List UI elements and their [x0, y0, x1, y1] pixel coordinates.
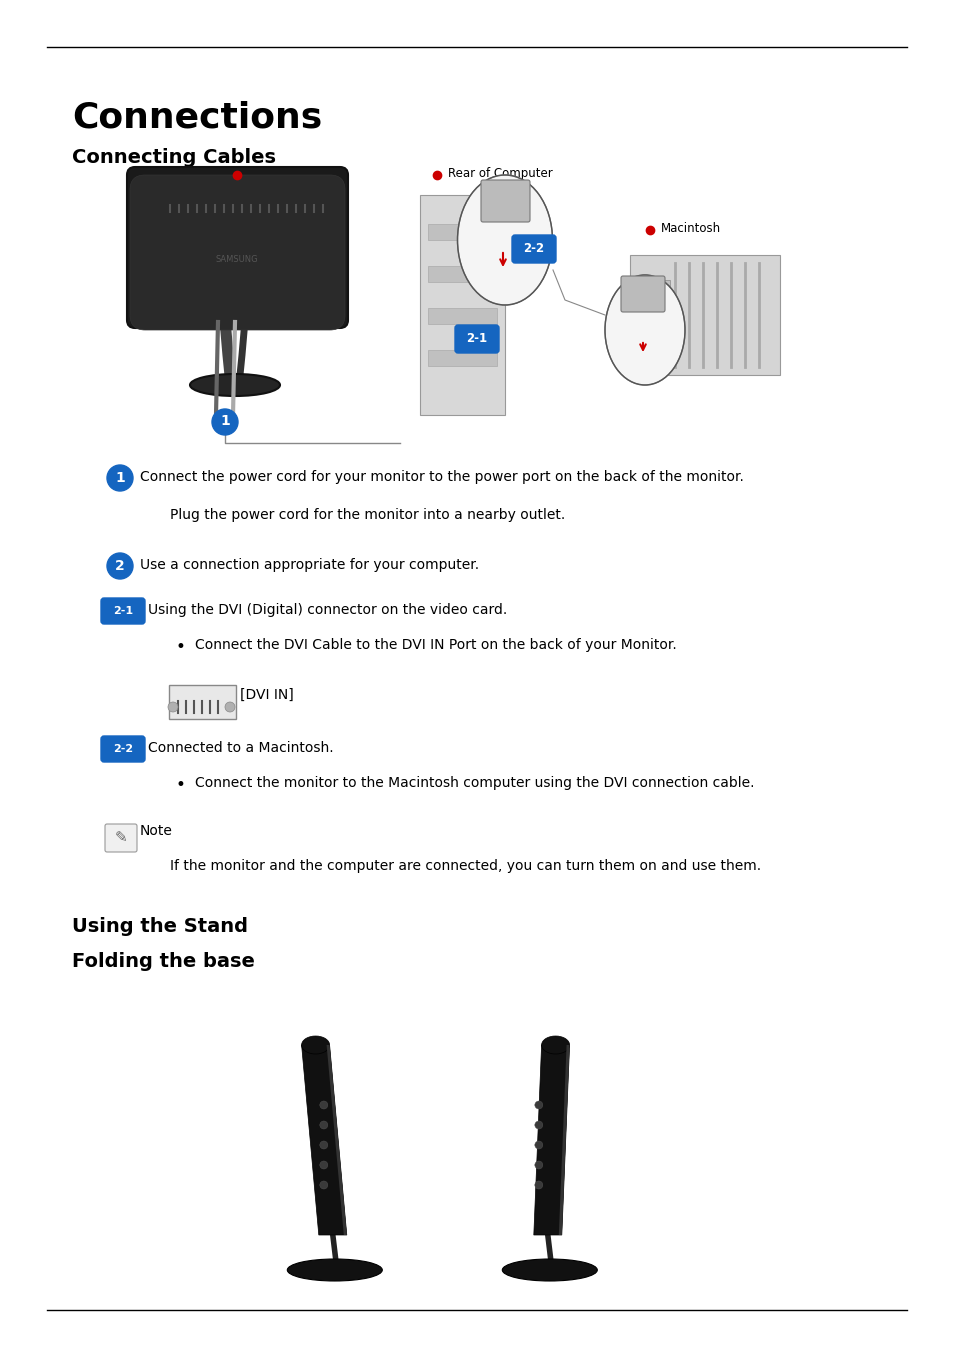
- FancyBboxPatch shape: [620, 275, 664, 312]
- Text: 2-1: 2-1: [466, 332, 487, 346]
- Circle shape: [535, 1141, 542, 1149]
- Text: 2: 2: [115, 559, 125, 572]
- Circle shape: [319, 1102, 328, 1108]
- Text: ✎: ✎: [114, 830, 128, 845]
- Text: If the monitor and the computer are connected, you can turn them on and use them: If the monitor and the computer are conn…: [170, 859, 760, 873]
- Ellipse shape: [541, 1035, 569, 1054]
- Circle shape: [319, 1120, 328, 1129]
- Circle shape: [168, 702, 178, 711]
- Text: Connect the monitor to the Macintosh computer using the DVI connection cable.: Connect the monitor to the Macintosh com…: [194, 776, 754, 790]
- Circle shape: [107, 464, 132, 491]
- FancyBboxPatch shape: [455, 325, 498, 352]
- FancyBboxPatch shape: [428, 224, 497, 240]
- Ellipse shape: [604, 275, 684, 385]
- Text: Rear of Monitor: Rear of Monitor: [248, 167, 338, 181]
- FancyBboxPatch shape: [428, 350, 497, 366]
- Circle shape: [535, 1102, 542, 1108]
- Text: Using the Stand: Using the Stand: [71, 917, 248, 936]
- Text: •: •: [175, 776, 185, 794]
- Circle shape: [319, 1141, 328, 1149]
- Ellipse shape: [502, 1260, 597, 1281]
- Text: Macintosh: Macintosh: [660, 223, 720, 235]
- FancyBboxPatch shape: [105, 824, 137, 852]
- Text: 2-1: 2-1: [112, 606, 132, 616]
- Text: [DVI IN]: [DVI IN]: [240, 688, 294, 702]
- Ellipse shape: [190, 374, 280, 396]
- Text: 2-2: 2-2: [523, 243, 544, 255]
- Circle shape: [107, 554, 132, 579]
- Text: Connect the power cord for your monitor to the power port on the back of the mon: Connect the power cord for your monitor …: [140, 470, 743, 485]
- Text: Connect the DVI Cable to the DVI IN Port on the back of your Monitor.: Connect the DVI Cable to the DVI IN Port…: [194, 639, 676, 652]
- Polygon shape: [558, 1045, 569, 1235]
- FancyBboxPatch shape: [169, 684, 235, 720]
- FancyBboxPatch shape: [635, 279, 669, 310]
- Ellipse shape: [301, 1035, 329, 1054]
- Text: Folding the base: Folding the base: [71, 952, 254, 971]
- Circle shape: [212, 409, 237, 435]
- FancyBboxPatch shape: [428, 308, 497, 324]
- Text: •: •: [175, 639, 185, 656]
- Circle shape: [535, 1181, 542, 1189]
- Circle shape: [319, 1161, 328, 1169]
- FancyBboxPatch shape: [629, 255, 780, 375]
- Text: Use a connection appropriate for your computer.: Use a connection appropriate for your co…: [140, 558, 478, 572]
- Text: Note: Note: [140, 824, 172, 838]
- FancyBboxPatch shape: [127, 167, 348, 328]
- Circle shape: [535, 1120, 542, 1129]
- Ellipse shape: [457, 176, 552, 305]
- Circle shape: [319, 1181, 328, 1189]
- Text: Plug the power cord for the monitor into a nearby outlet.: Plug the power cord for the monitor into…: [170, 508, 565, 522]
- FancyBboxPatch shape: [512, 235, 556, 263]
- FancyBboxPatch shape: [419, 194, 504, 414]
- Text: SAMSUNG: SAMSUNG: [215, 255, 258, 265]
- Text: Connected to a Macintosh.: Connected to a Macintosh.: [148, 741, 334, 755]
- Text: Connections: Connections: [71, 100, 322, 134]
- Text: Connecting Cables: Connecting Cables: [71, 148, 275, 167]
- Text: 2-2: 2-2: [112, 744, 132, 755]
- Circle shape: [535, 1161, 542, 1169]
- Ellipse shape: [287, 1260, 382, 1281]
- FancyBboxPatch shape: [428, 266, 497, 282]
- FancyBboxPatch shape: [480, 180, 530, 221]
- Circle shape: [225, 702, 234, 711]
- FancyBboxPatch shape: [130, 176, 345, 329]
- FancyBboxPatch shape: [101, 598, 145, 624]
- Text: 1: 1: [115, 471, 125, 485]
- Text: Using the DVI (Digital) connector on the video card.: Using the DVI (Digital) connector on the…: [148, 603, 507, 617]
- Text: Rear of Computer: Rear of Computer: [448, 167, 552, 181]
- Polygon shape: [301, 1045, 347, 1235]
- Polygon shape: [534, 1045, 569, 1235]
- FancyBboxPatch shape: [101, 736, 145, 761]
- Text: 1: 1: [220, 414, 230, 428]
- Polygon shape: [326, 1045, 347, 1235]
